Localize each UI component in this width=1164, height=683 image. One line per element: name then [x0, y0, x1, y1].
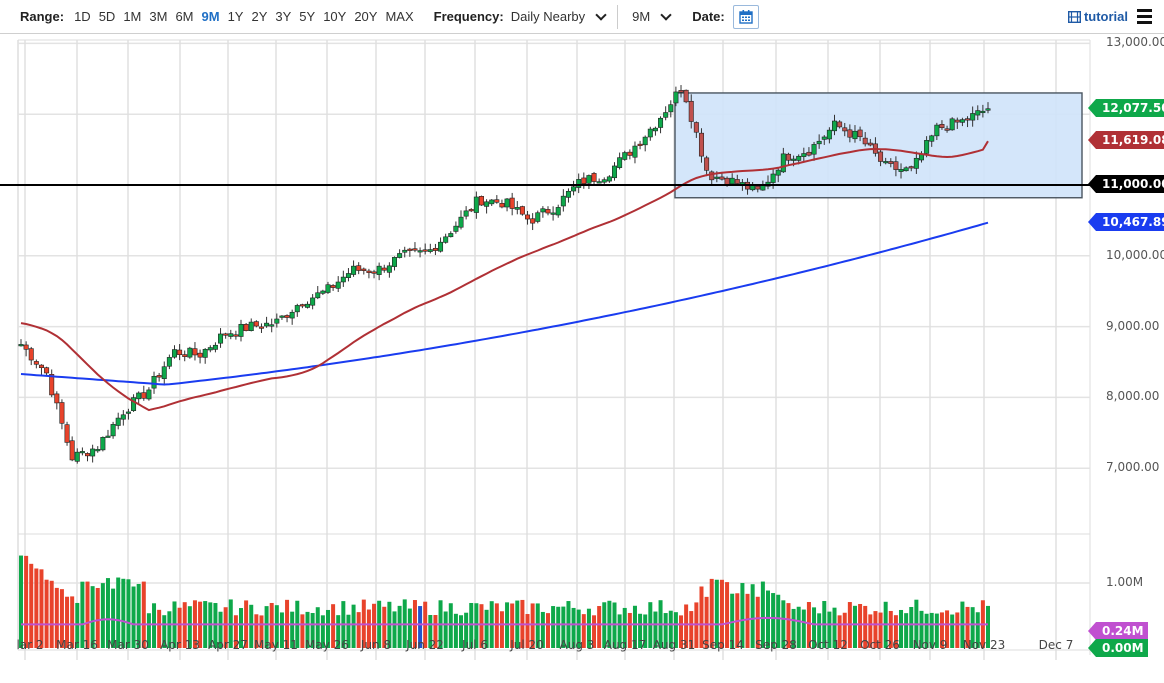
range-button-2y[interactable]: 2Y [251, 9, 268, 24]
hamburger-menu-icon[interactable] [1137, 9, 1152, 27]
tutorial-link[interactable]: tutorial [1067, 9, 1128, 24]
range-button-5y[interactable]: 5Y [299, 9, 316, 24]
volume-average-line [21, 616, 988, 626]
volume-last-tag: 0.00M [1088, 639, 1148, 657]
range-button-3m[interactable]: 3M [149, 9, 168, 24]
x-axis-label: Jun 22 [406, 638, 444, 652]
last-price-tag: 12,077.50 [1088, 99, 1164, 117]
short-moving-average [20, 140, 989, 412]
period-value: 9M [632, 9, 651, 24]
x-axis-label: Jun 8 [360, 638, 392, 652]
candlesticks [18, 85, 991, 464]
x-axis-label: Dec 7 [1038, 638, 1074, 652]
calendar-icon [739, 10, 753, 24]
frequency-value: Daily Nearby [510, 9, 586, 24]
range-button-5d[interactable]: 5D [98, 9, 116, 24]
x-axis-label: May 11 [254, 638, 298, 652]
long-moving-average [20, 221, 989, 386]
range-button-20y[interactable]: 20Y [354, 9, 378, 24]
frequency-dropdown[interactable]: Daily Nearby [510, 8, 617, 24]
range-label: Range: [20, 9, 65, 24]
range-button-1y[interactable]: 1Y [227, 9, 244, 24]
x-axis-label: Oct 26 [860, 638, 900, 652]
film-icon [1067, 10, 1081, 23]
short-ma-tag: 11,619.08 [1088, 131, 1164, 149]
price-chart[interactable] [0, 35, 1164, 683]
x-axis-label: Mar 30 [107, 638, 149, 652]
x-axis-label: Apr 27 [208, 638, 248, 652]
x-axis-label: Nov 9 [912, 638, 948, 652]
tutorial-label: tutorial [1083, 9, 1128, 24]
date-label: Date: [692, 9, 725, 24]
long-ma-tag: 10,467.89 [1088, 213, 1164, 231]
divider [617, 4, 619, 29]
calendar-button[interactable] [732, 4, 759, 29]
range-button-max[interactable]: MAX [385, 9, 414, 24]
period-dropdown[interactable]: 9M [622, 8, 682, 24]
x-axis-label: May 26 [305, 638, 349, 652]
y-axis-label: 8,000.00 [1106, 389, 1160, 404]
chevron-down-icon [660, 8, 672, 21]
range-buttons: 1D 5D 1M 3M 6M 9M 1Y 2Y 3Y 5Y 10Y 20Y MAX [70, 9, 418, 24]
x-axis-label: Aug 17 [603, 638, 647, 652]
toolbar: Range: 1D 5D 1M 3M 6M 9M 1Y 2Y 3Y 5Y 10Y 20Y MAX Fre… [0, 0, 1164, 34]
x-axis-label: Oct 12 [808, 638, 848, 652]
x-axis-label: Aug 31 [652, 638, 696, 652]
x-axis-label: Sep 14 [702, 638, 744, 652]
range-button-3y[interactable]: 3Y [275, 9, 292, 24]
y-axis-label: 9,000.00 [1106, 318, 1160, 333]
x-axis-label: lar 2 [16, 638, 44, 652]
range-button-1d[interactable]: 1D [74, 9, 91, 24]
range-button-9m[interactable]: 9M [201, 9, 220, 24]
range-button-10y[interactable]: 10Y [323, 9, 347, 24]
x-axis-label: Nov 23 [962, 638, 1006, 652]
volume-axis-label: 1.00M [1106, 575, 1144, 589]
x-axis-label: Apr 13 [160, 638, 200, 652]
volume-average-tag: 0.24M [1088, 622, 1148, 640]
y-axis-label: 13,000.00 [1106, 35, 1164, 50]
range-button-6m[interactable]: 6M [175, 9, 194, 24]
x-axis-label: Jul 20 [510, 638, 544, 652]
x-axis-label: Jul 6 [462, 638, 488, 652]
frequency-label: Frequency: [433, 9, 504, 24]
y-axis-label: 7,000.00 [1106, 460, 1160, 475]
support-level-tag: 11,000.00 [1088, 175, 1164, 193]
x-axis-label: Aug 3 [559, 638, 595, 652]
chevron-down-icon [595, 8, 607, 21]
y-axis-label: 10,000.00 [1106, 247, 1164, 262]
volume-bars [19, 555, 990, 648]
x-axis-label: Sep 28 [755, 638, 797, 652]
x-axis-label: Mar 16 [56, 638, 98, 652]
range-button-1m[interactable]: 1M [123, 9, 142, 24]
